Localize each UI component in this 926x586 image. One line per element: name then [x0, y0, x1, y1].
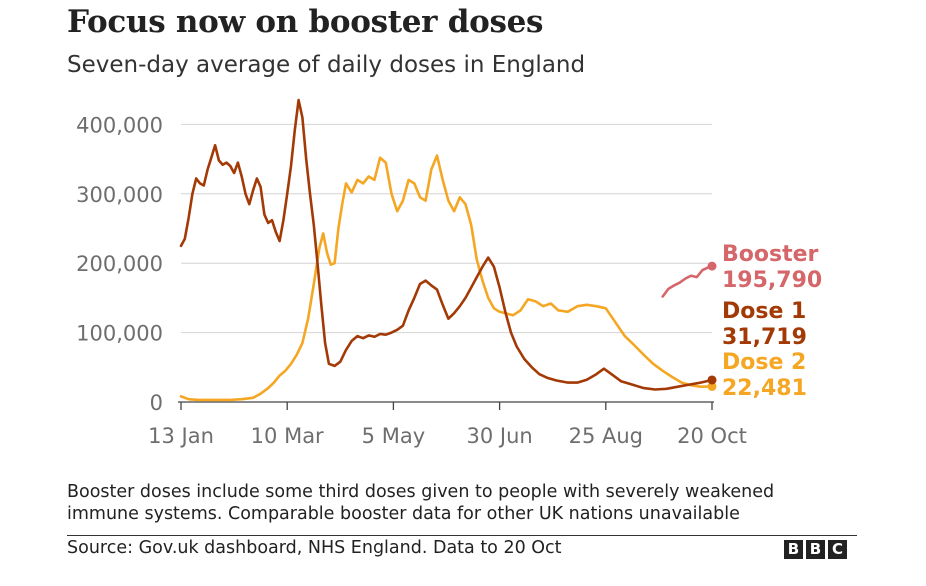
gridlines — [181, 123, 712, 334]
footnote: Booster doses include some third doses g… — [67, 482, 775, 524]
x-tick-label: 5 May — [362, 424, 425, 448]
y-tick-label: 100,000 — [76, 322, 163, 346]
series-name-dose-2: Dose 2 — [722, 350, 806, 375]
end-point-booster — [707, 261, 717, 271]
x-tick-label: 25 Aug — [569, 424, 643, 448]
series-value-dose-1: 31,719 — [722, 325, 807, 350]
series-line-dose-2 — [179, 154, 714, 402]
series-line-dose-1 — [179, 98, 714, 391]
series-lines — [179, 98, 717, 402]
footer-divider — [67, 535, 857, 536]
end-point-dose-1 — [707, 375, 717, 385]
y-tick-label: 300,000 — [76, 183, 163, 207]
bbc-logo: B B C — [784, 540, 847, 559]
source-text: Source: Gov.uk dashboard, NHS England. D… — [67, 538, 562, 558]
y-axis: 0 100,000 200,000 300,000 400,000 — [76, 113, 163, 415]
series-name-booster: Booster — [722, 242, 819, 267]
x-tick-label: 30 Jun — [466, 424, 532, 448]
logo-letter: B — [784, 540, 803, 559]
chart-subtitle: Seven-day average of daily doses in Engl… — [67, 52, 586, 78]
series-value-booster: 195,790 — [722, 268, 822, 293]
y-tick-label: 200,000 — [76, 252, 163, 276]
y-tick-label: 0 — [150, 391, 163, 415]
x-tick-label: 13 Jan — [148, 424, 214, 448]
line-chart: 0 100,000 200,000 300,000 400,000 13 Jan 10 M… — [76, 98, 822, 448]
chart-title: Focus now on booster doses — [67, 4, 544, 40]
x-tick-label: 10 Mar — [251, 424, 324, 448]
logo-letter: B — [806, 540, 825, 559]
logo-letter: C — [828, 540, 847, 559]
series-name-dose-1: Dose 1 — [722, 299, 806, 324]
series-value-dose-2: 22,481 — [722, 376, 807, 401]
series-line-booster — [661, 264, 714, 298]
x-tick-label: 20 Oct — [677, 424, 747, 448]
end-point-dose-2 — [707, 381, 717, 391]
y-tick-label: 400,000 — [76, 113, 163, 137]
x-axis: 13 Jan 10 Mar 5 May 30 Jun 25 Aug 20 Oct — [148, 401, 747, 448]
